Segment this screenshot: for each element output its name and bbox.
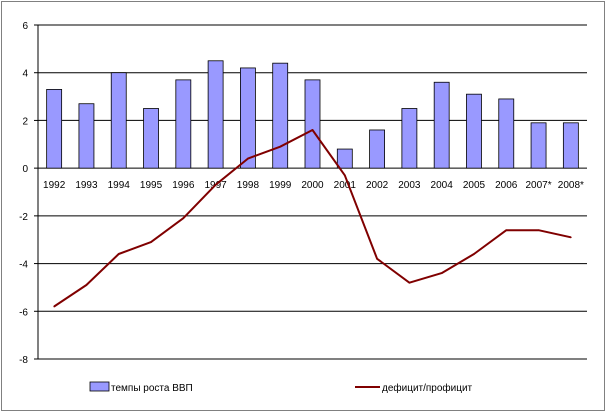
bar [272, 62, 289, 169]
bar [240, 67, 256, 169]
x-tick-label: 2007* [525, 180, 551, 191]
line-point [182, 217, 185, 220]
line-point [473, 253, 475, 255]
line-point [214, 184, 217, 186]
line-point [279, 145, 282, 148]
x-tick-label: 1993 [75, 180, 98, 191]
x-tick-label: 2004 [431, 180, 454, 191]
legend-swatch-bar [89, 381, 110, 392]
line-point [247, 157, 249, 160]
bar [466, 93, 482, 169]
bar [336, 148, 353, 169]
bar [369, 129, 385, 169]
line-point [408, 281, 411, 284]
bar [433, 81, 450, 169]
x-tick-label: 2001 [334, 180, 357, 191]
x-tick-label: 2002 [366, 180, 389, 191]
bar [498, 98, 515, 169]
y-tick-label: -4 [19, 260, 28, 271]
line-point [376, 258, 378, 260]
x-tick-label: 1999 [269, 180, 292, 191]
bar [207, 60, 224, 169]
x-tick-label: 1995 [140, 180, 163, 191]
x-tick-label: 1998 [237, 180, 260, 191]
x-tick-label: 1992 [43, 180, 66, 191]
line-point [537, 229, 540, 231]
x-tick-label: 2008* [558, 180, 584, 191]
legend: темпы роста ВВП дефицит/профицит [89, 381, 473, 394]
line-point [440, 272, 443, 274]
bar [530, 122, 547, 169]
bar [46, 89, 63, 169]
x-tick-label: 2006 [495, 180, 518, 191]
line-point [311, 129, 314, 131]
line-point [343, 174, 346, 177]
legend-label: дефицит/профицит [382, 382, 473, 394]
y-tick-label: -6 [19, 307, 28, 318]
line-point [117, 253, 120, 255]
line-point [53, 305, 55, 308]
y-tick-label: 6 [22, 21, 28, 32]
bar [78, 103, 95, 169]
y-tick-label: -8 [19, 355, 28, 366]
y-tick-label: -2 [19, 212, 28, 223]
chart-border [1, 1, 605, 411]
legend-label: темпы роста ВВП [111, 383, 193, 394]
x-tick-label: 1994 [108, 180, 131, 191]
bar [175, 79, 192, 169]
line-point [505, 229, 508, 231]
x-tick-label: 2000 [301, 180, 324, 191]
bar [110, 72, 127, 169]
y-tick-label: 0 [22, 164, 28, 175]
line-point [150, 241, 152, 243]
y-tick-label: 2 [22, 116, 28, 127]
bar [401, 108, 418, 169]
bar [304, 79, 321, 169]
x-tick-label: 2003 [398, 180, 421, 191]
line-point [570, 236, 572, 239]
x-tick-label: 2005 [463, 180, 486, 191]
bar [143, 108, 159, 169]
x-axis-ticks: 1992 1993 1994 1995 1996 1997 1998 1999 2000 2001… [43, 180, 584, 191]
bar [562, 122, 579, 169]
y-axis-ticks: 6 4 2 0 -2 -4 -6 -8 [19, 21, 38, 366]
line-point [85, 284, 88, 286]
x-tick-label: 1996 [172, 180, 195, 191]
y-tick-label: 4 [22, 69, 28, 80]
bar-series [46, 60, 579, 169]
line-series [53, 129, 572, 308]
